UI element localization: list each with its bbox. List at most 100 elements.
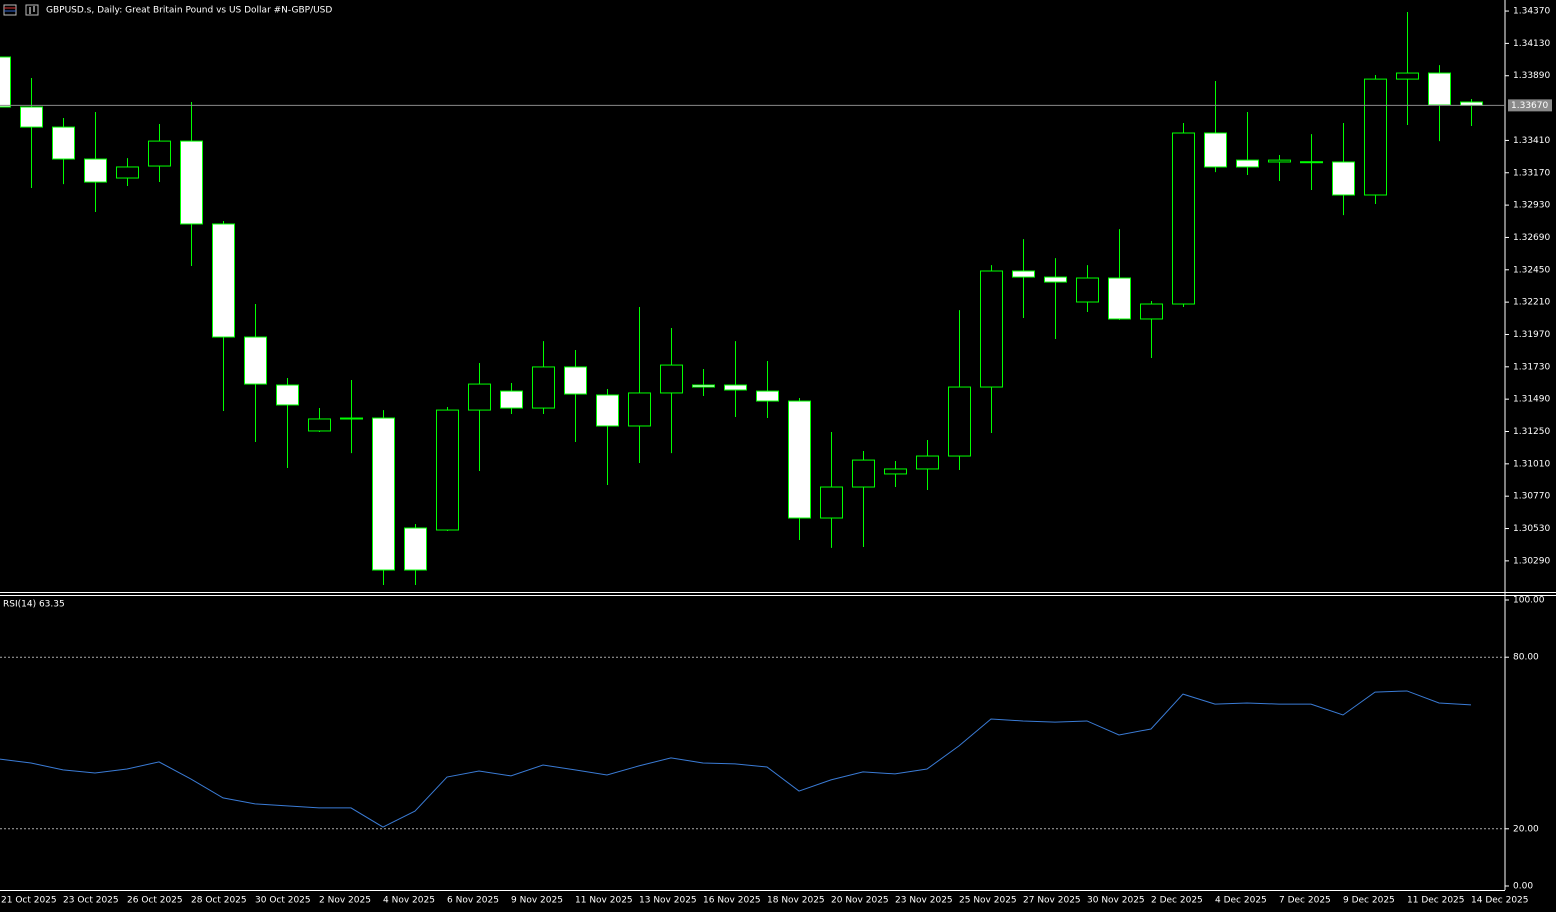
candle-body [500, 390, 523, 409]
y-tick-label: 1.31010 [1513, 459, 1550, 469]
y-tick-label: 1.30770 [1513, 492, 1550, 502]
x-tick-label: 28 Oct 2025 [191, 896, 247, 906]
candle-body [276, 384, 299, 406]
y-tick-label: 1.32690 [1513, 233, 1550, 243]
candle-body [1012, 270, 1035, 278]
candle-body [884, 468, 907, 475]
candle-body [1204, 132, 1227, 168]
x-tick-label: 11 Dec 2025 [1407, 896, 1465, 906]
candle-body [916, 455, 939, 470]
x-tick-label: 2 Nov 2025 [319, 896, 371, 906]
candle-body [1140, 303, 1163, 320]
candle-body [20, 106, 43, 128]
x-tick-label: 9 Dec 2025 [1343, 896, 1395, 906]
candle-body [1332, 161, 1355, 196]
candle-body [1396, 72, 1419, 80]
x-tick-label: 18 Nov 2025 [767, 896, 825, 906]
candle-body [52, 126, 75, 160]
candle-body [948, 386, 971, 457]
candle-body [596, 394, 619, 427]
candle-body [0, 56, 11, 108]
y-tick-label: 1.30530 [1513, 524, 1550, 534]
candle-body [820, 486, 843, 519]
candle-body [1364, 78, 1387, 196]
x-tick-label: 27 Nov 2025 [1023, 896, 1081, 906]
y-tick-label: 1.31970 [1513, 330, 1550, 340]
candle-body [852, 459, 875, 488]
y-tick-label: 1.34370 [1513, 7, 1550, 17]
y-tick-label: 1.32450 [1513, 265, 1550, 275]
x-tick-label: 16 Nov 2025 [703, 896, 761, 906]
x-tick-label: 21 Oct 2025 [1, 896, 57, 906]
y-tick-label: 1.33890 [1513, 71, 1550, 81]
x-tick-label: 23 Oct 2025 [63, 896, 119, 906]
x-tick-label: 30 Nov 2025 [1087, 896, 1145, 906]
x-tick-label: 4 Nov 2025 [383, 896, 435, 906]
y-tick-label: 1.31250 [1513, 427, 1550, 437]
current-price-label: 1.33670 [1511, 101, 1548, 111]
candle-body [116, 166, 139, 179]
y-tick-label: 1.32930 [1513, 201, 1550, 211]
candle-body [564, 366, 587, 395]
candle-body [1460, 101, 1483, 106]
candle-body [436, 409, 459, 531]
candle-body [1428, 72, 1451, 106]
x-tick-label: 9 Nov 2025 [511, 896, 563, 906]
y-tick-label: 80.00 [1513, 653, 1539, 663]
candle-body [372, 417, 395, 571]
candle-body [692, 384, 715, 388]
y-tick-label: 1.30290 [1513, 556, 1550, 566]
candle-body [244, 336, 267, 385]
y-tick-label: 1.31490 [1513, 395, 1550, 405]
x-tick-label: 23 Nov 2025 [895, 896, 953, 906]
candle-body [84, 158, 107, 183]
x-tick-label: 25 Nov 2025 [959, 896, 1017, 906]
x-tick-label: 11 Nov 2025 [575, 896, 633, 906]
candle-body [180, 140, 203, 225]
y-tick-label: 1.34130 [1513, 39, 1550, 49]
candle-body [1044, 276, 1067, 283]
chart-title: GBPUSD.s, Daily: Great Britain Pound vs … [46, 6, 332, 16]
x-tick-label: 26 Oct 2025 [127, 896, 183, 906]
candle-body [340, 417, 363, 420]
y-tick-label: 1.33170 [1513, 168, 1550, 178]
y-tick-label: 1.32210 [1513, 298, 1550, 308]
candle-body [724, 384, 747, 391]
y-tick-label: 1.33410 [1513, 136, 1550, 146]
candle-body [148, 140, 171, 167]
candle-body [212, 223, 235, 338]
y-tick-label: 20.00 [1513, 824, 1539, 834]
header-icons [3, 4, 39, 16]
y-tick-label: 0.00 [1513, 882, 1533, 892]
candle-body [404, 527, 427, 571]
candle-body [788, 400, 811, 519]
candle-body [532, 366, 555, 409]
candle-body [660, 364, 683, 394]
x-tick-label: 14 Dec 2025 [1471, 896, 1529, 906]
indicator-title: RSI(14) 63.35 [3, 600, 65, 610]
x-tick-label: 4 Dec 2025 [1215, 896, 1267, 906]
candle-body [1076, 277, 1099, 303]
candle-body [980, 270, 1003, 388]
current-price-box [1508, 99, 1552, 112]
y-tick-label: 1.31730 [1513, 362, 1550, 372]
x-tick-label: 6 Nov 2025 [447, 896, 499, 906]
candle-body [308, 418, 331, 432]
x-tick-label: 13 Nov 2025 [639, 896, 697, 906]
x-tick-label: 7 Dec 2025 [1279, 896, 1331, 906]
x-tick-label: 2 Dec 2025 [1151, 896, 1203, 906]
candle-body [1108, 277, 1131, 320]
x-tick-label: 30 Oct 2025 [255, 896, 311, 906]
rsi-line [0, 690, 1472, 828]
x-tick-label: 20 Nov 2025 [831, 896, 889, 906]
candle-body [1300, 161, 1323, 164]
candle-body [628, 392, 651, 427]
candle-body [1236, 159, 1259, 168]
candle-body [1172, 132, 1195, 305]
candle-body [468, 383, 491, 411]
candle-body [1268, 159, 1291, 163]
y-tick-label: 100.00 [1513, 596, 1545, 606]
